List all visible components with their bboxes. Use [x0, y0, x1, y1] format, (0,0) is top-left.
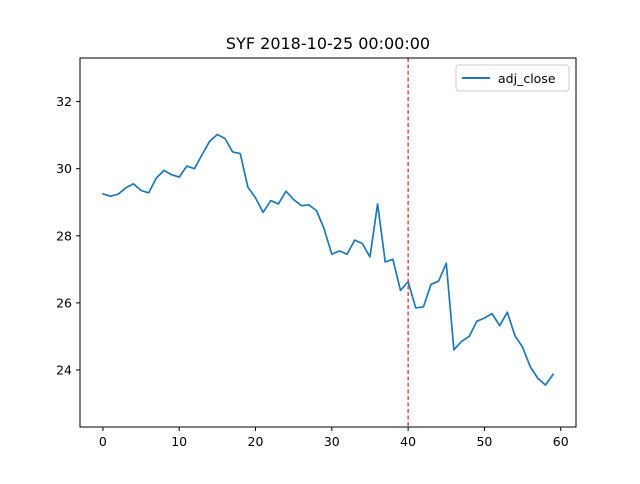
- y-tick-label: 32: [56, 94, 72, 109]
- plot-area: 0 10 20 30 40 50 60 24 26 28 30 32: [56, 57, 577, 449]
- y-tick-label: 30: [56, 161, 72, 176]
- y-tick-label: 28: [56, 228, 72, 243]
- x-tick-label: 40: [400, 434, 416, 449]
- y-tick-label: 24: [56, 362, 72, 377]
- y-tick-label: 26: [56, 295, 72, 310]
- y-axis: 24 26 28 30 32: [56, 94, 80, 377]
- legend-box: [455, 64, 570, 92]
- x-tick-label: 50: [476, 434, 492, 449]
- x-axis: 0 10 20 30 40 50 60: [99, 427, 569, 449]
- x-tick-label: 10: [171, 434, 187, 449]
- chart-title: SYF 2018-10-25 00:00:00: [226, 34, 430, 53]
- legend: adj_close: [455, 64, 570, 92]
- series-line-adj-close: [102, 133, 554, 386]
- x-tick-label: 0: [99, 434, 107, 449]
- legend-label-adj-close: adj_close: [498, 71, 556, 86]
- series-layer: [102, 133, 554, 386]
- x-tick-label: 30: [324, 434, 340, 449]
- x-tick-label: 60: [553, 434, 569, 449]
- x-tick-label: 20: [248, 434, 264, 449]
- plot-frame: [79, 57, 577, 428]
